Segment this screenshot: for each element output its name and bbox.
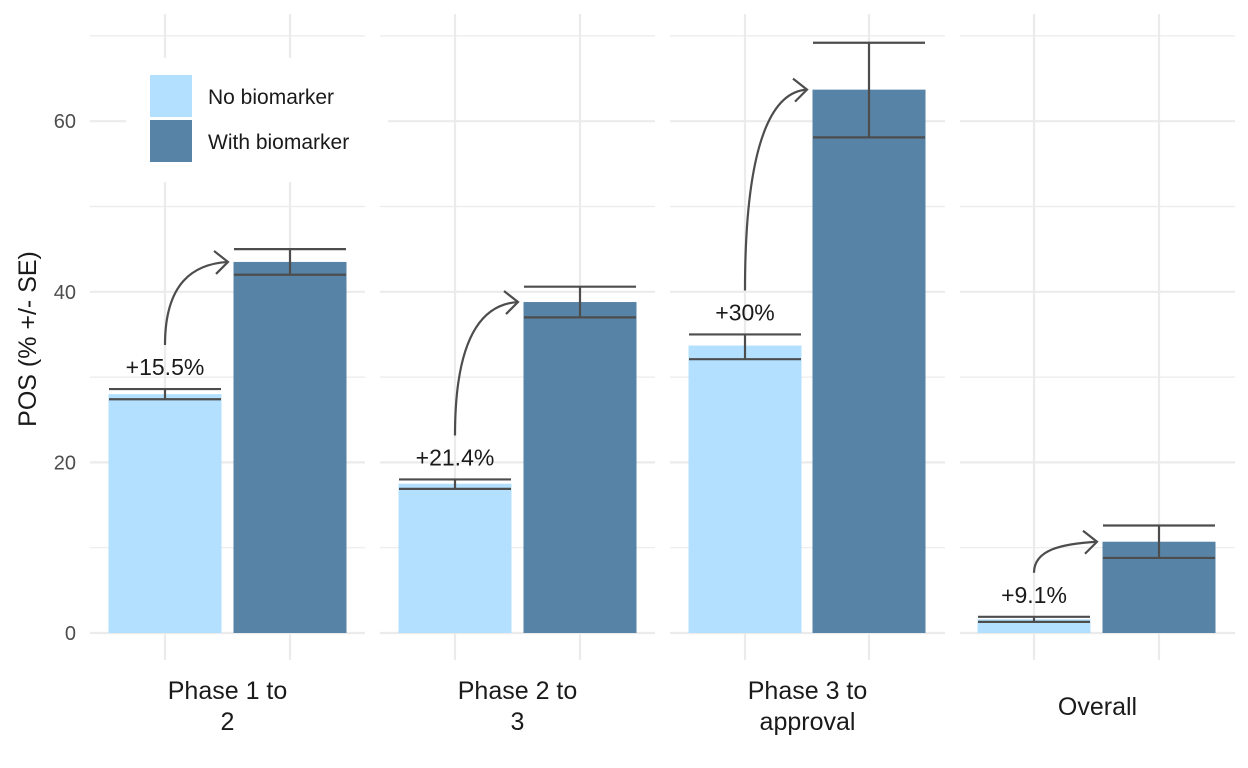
x-category-label: Phase 3 to approval [748,677,868,736]
bar [398,483,512,633]
x-category-label-line: Phase 2 to [458,677,578,705]
y-tick-label: 40 [54,282,76,304]
change-label: +21.4% [416,444,495,470]
bar [812,89,926,634]
bar [688,345,802,633]
change-arrow [163,260,229,346]
change-label: +30% [715,299,774,325]
change-label: +15.5% [126,354,205,380]
x-category-label-line: Phase 3 to [748,677,868,705]
bars-layer [108,89,1216,634]
x-category-label-line: 3 [511,708,525,736]
change-arrow [743,88,808,291]
bar [108,394,222,633]
y-axis-title: POS (% +/- SE) [14,251,42,427]
y-tick-label: 0 [65,623,76,645]
change-arrow [1032,540,1098,573]
change-label: +9.1% [1001,582,1067,608]
x-category-label-line: Overall [1058,693,1137,721]
x-category-label: Phase 1 to 2 [168,677,288,736]
x-category-label-line: Phase 1 to [168,677,288,705]
legend-key [150,75,192,117]
arrow-head [792,77,809,103]
legend: No biomarker With biomarker [126,58,388,182]
y-tick-label: 20 [54,452,76,474]
bar [233,261,347,633]
x-category-label: Phase 2 to 3 [458,677,578,736]
legend-key [150,120,192,162]
arrow-head [503,290,520,315]
y-tick-label: 60 [54,111,76,133]
x-category-label: Overall [1058,693,1137,721]
arrow-head [213,250,230,275]
x-category-label-line: approval [760,708,856,736]
legend-label: With biomarker [208,131,349,154]
arrow-head [1082,529,1099,555]
error-bars-layer [109,41,1215,624]
legend-label: No biomarker [208,86,334,109]
arrows-layer [163,77,1099,573]
bar [523,302,637,633]
change-arrow [453,300,519,436]
x-category-label-line: 2 [221,708,235,736]
